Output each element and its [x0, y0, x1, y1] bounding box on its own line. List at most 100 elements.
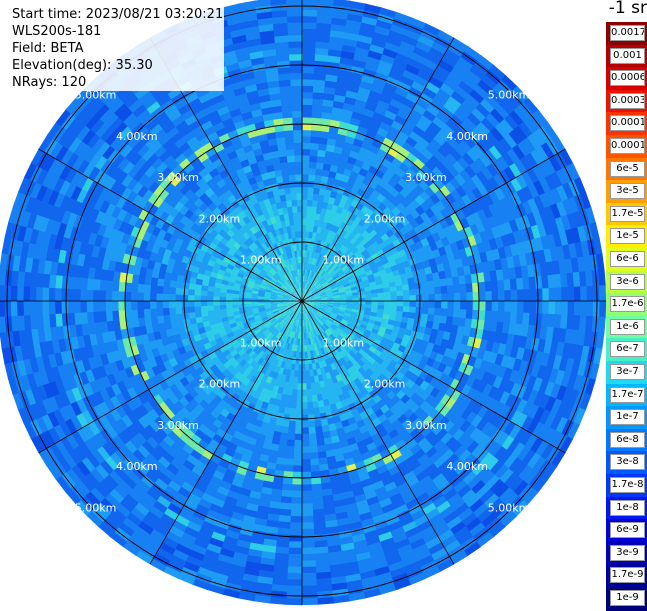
heatmap-cell	[301, 598, 318, 605]
heatmap-cell	[74, 288, 81, 301]
heatmap-cell	[302, 218, 307, 225]
heatmap-cell	[422, 288, 429, 296]
heatmap-cell	[536, 301, 543, 315]
heatmap-cell	[309, 446, 318, 453]
heatmap-cell	[23, 300, 30, 316]
heatmap-cell	[87, 289, 94, 301]
heatmap-cell	[294, 440, 302, 447]
heatmap-cell	[301, 510, 313, 517]
heatmap-cell	[312, 496, 324, 503]
heatmap-cell	[286, 446, 295, 453]
heatmap-cell	[403, 295, 410, 301]
heatmap-cell	[306, 389, 312, 396]
heatmap-cell	[433, 279, 441, 287]
heatmap-cell	[213, 305, 220, 310]
heatmap-cell	[301, 548, 315, 555]
heatmap-cell	[478, 282, 485, 293]
heatmap-cell	[402, 284, 409, 291]
heatmap-cell	[306, 383, 311, 390]
heatmap-cell	[466, 310, 473, 320]
heatmap-cell	[87, 300, 94, 312]
heatmap-cell	[287, 566, 302, 573]
heatmap-cell	[313, 92, 325, 100]
heatmap-cell	[131, 291, 138, 301]
heatmap-cell	[301, 529, 314, 536]
heatmap-cell	[302, 67, 315, 74]
heatmap-cell	[150, 300, 157, 309]
heatmap-cell	[17, 285, 24, 301]
heatmap-cell	[200, 301, 207, 307]
heatmap-cell	[353, 301, 360, 304]
heatmap-cell	[371, 293, 378, 298]
heatmap-cell	[422, 307, 429, 315]
heatmap-cell	[286, 585, 302, 592]
heatmap-cell	[530, 301, 537, 314]
heatmap-cell	[587, 286, 594, 303]
heatmap-cell	[293, 446, 302, 453]
heatmap-cell	[288, 535, 302, 542]
heatmap-cell	[308, 433, 316, 440]
heatmap-cell	[416, 301, 423, 308]
heatmap-cell	[291, 491, 302, 498]
heatmap-cell	[287, 560, 302, 567]
heatmap-cell	[0, 284, 5, 301]
heatmap-cell	[112, 290, 119, 301]
heatmap-cell	[530, 289, 537, 302]
heatmap-cell	[302, 10, 318, 17]
heatmap-cell	[307, 395, 313, 402]
heatmap-cell	[511, 290, 518, 302]
heatmap-cell	[517, 289, 524, 302]
heatmap-cell	[410, 295, 417, 302]
heatmap-cell	[301, 478, 311, 485]
heatmap-cell	[302, 35, 317, 42]
heatmap-cell	[169, 294, 176, 302]
heatmap-cell	[0, 300, 5, 317]
heatmap-cell	[460, 301, 467, 310]
heatmap-cell	[188, 301, 195, 308]
heatmap-cell	[378, 301, 385, 306]
heatmap-cell	[454, 301, 461, 310]
heatmap-cell	[302, 117, 312, 124]
heatmap-cell	[503, 312, 511, 324]
heatmap-cell	[181, 294, 188, 301]
heatmap-cell	[150, 285, 157, 294]
heatmap-cell	[302, 142, 311, 149]
heatmap-cell	[307, 408, 314, 415]
heatmap-cell	[301, 497, 312, 504]
heatmap-cell	[309, 452, 318, 459]
heatmap-cell	[315, 426, 323, 434]
heatmap-cell	[441, 286, 448, 295]
heatmap-cell	[302, 22, 318, 29]
heatmap-cell	[286, 579, 302, 586]
heatmap-cell	[311, 117, 322, 124]
heatmap-cell	[280, 496, 292, 504]
heatmap-cell	[106, 310, 113, 321]
heatmap-cell	[99, 300, 106, 311]
heatmap-cell	[310, 458, 320, 465]
heatmap-cell	[162, 293, 169, 301]
heatmap-cell	[504, 290, 511, 302]
heatmap-cell	[555, 287, 562, 302]
heatmap-cell	[435, 294, 442, 302]
heatmap-cell	[106, 280, 114, 291]
heatmap-cell	[542, 288, 549, 302]
heatmap-cell	[485, 311, 492, 322]
heatmap-cell	[200, 295, 207, 301]
heatmap-cell	[408, 283, 415, 290]
heatmap-cell	[302, 92, 314, 99]
heatmap-cell	[365, 301, 372, 305]
heatmap-cell	[308, 174, 316, 181]
heatmap-cell	[301, 535, 315, 542]
heatmap-cell	[447, 301, 454, 310]
heatmap-cell	[297, 383, 302, 390]
heatmap-cell	[466, 301, 473, 311]
heatmap-cell	[169, 307, 176, 315]
heatmap-cell	[291, 484, 302, 491]
heatmap-cell	[68, 288, 75, 301]
heatmap-cell	[301, 573, 317, 580]
heatmap-cell	[447, 309, 454, 318]
heatmap-cell	[302, 16, 318, 23]
heatmap-cell	[194, 295, 201, 301]
heatmap-cell	[504, 301, 511, 313]
heatmap-cell	[301, 554, 316, 561]
